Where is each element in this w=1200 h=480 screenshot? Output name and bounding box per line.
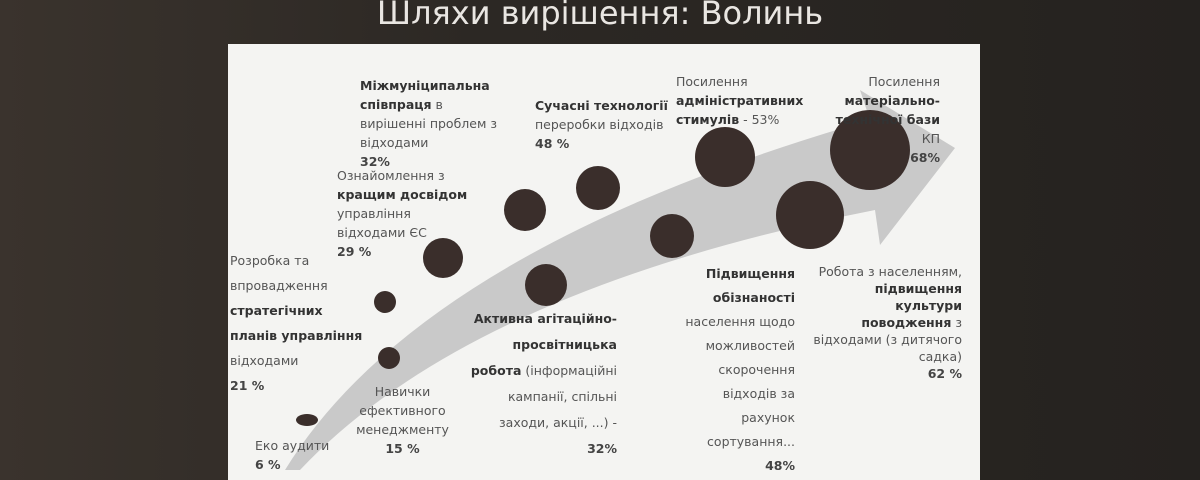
text: в вирішенні проблем з відходами — [360, 97, 498, 150]
circles — [296, 110, 910, 426]
circle — [378, 347, 400, 369]
circle — [423, 238, 463, 278]
label: Підвищення обізнаності населення щодо мо… — [670, 262, 795, 478]
percent: 29 % — [337, 244, 372, 259]
percent: 62 % — [927, 366, 962, 381]
label: Сучасні технології переробки відходів 48 … — [535, 96, 670, 153]
text: стратегічних планів управління — [230, 303, 363, 343]
circle — [650, 214, 694, 258]
label: Міжмуніципальна співпраця в вирішенні пр… — [360, 76, 500, 171]
percent: 68% — [910, 150, 940, 165]
label: Робота з населенням, підвищення культури… — [812, 263, 962, 382]
circle — [296, 414, 318, 426]
arrow — [285, 90, 955, 470]
text: Міжмуніципальна співпраця — [360, 78, 490, 112]
label: Еко аудити 6 % — [255, 436, 345, 474]
text: підвищення культури поводження — [861, 281, 962, 330]
text: переробки відходів — [535, 117, 664, 132]
text: відходами — [230, 353, 299, 368]
percent: 48 % — [535, 136, 570, 151]
label: Посилення матеріально-технічної бази КП 6… — [815, 72, 940, 167]
percent: 32% — [360, 154, 390, 169]
text: Робота з населенням, — [818, 264, 962, 279]
text: Розробка та впровадження — [230, 253, 328, 293]
percent: 21 % — [230, 378, 265, 393]
circle — [374, 291, 396, 313]
text: (інформаційні кампанії, спільні заходи, … — [499, 363, 617, 430]
text: Ознайомлення з — [337, 168, 445, 183]
percent: 32% — [587, 441, 617, 456]
text: населення щодо можливостей скорочення ві… — [685, 314, 795, 449]
circle — [830, 110, 910, 190]
text: матеріально-технічної бази — [835, 93, 940, 127]
text: Активна агітаційно-просвітницька робота — [470, 311, 617, 378]
circle — [525, 264, 567, 306]
circle — [576, 166, 620, 210]
label: Активна агітаційно-просвітницька робота … — [462, 306, 617, 462]
text: адміністративних стимулів — [676, 93, 804, 127]
circle — [776, 181, 844, 249]
text: управління відходами ЄС — [337, 206, 427, 240]
text: - 53% — [743, 112, 780, 127]
text: Сучасні технології — [535, 98, 668, 113]
label: Посилення адміністративних стимулів - 53… — [676, 72, 804, 129]
circle — [504, 189, 546, 231]
text: Навички ефективного менеджменту — [356, 384, 449, 437]
text: Посилення — [676, 74, 748, 89]
label: Навички ефективного менеджменту 15 % — [355, 382, 450, 458]
text: кращим досвідом — [337, 187, 468, 202]
percent: 48% — [765, 458, 795, 473]
text: Посилення — [868, 74, 940, 89]
text: з відходами (з дитячого садка) — [813, 315, 962, 364]
text: Еко аудити — [255, 438, 330, 453]
slide-title: Шляхи вирішення: Волинь — [376, 0, 824, 32]
label: Ознайомлення з кращим досвідом управлінн… — [337, 166, 477, 261]
circle — [695, 127, 755, 187]
percent: 15 % — [385, 441, 420, 456]
percent: 6 % — [255, 457, 281, 472]
text: Підвищення обізнаності — [705, 266, 795, 305]
text: КП — [921, 131, 940, 146]
label: Розробка та впровадження стратегічних пл… — [230, 248, 365, 398]
